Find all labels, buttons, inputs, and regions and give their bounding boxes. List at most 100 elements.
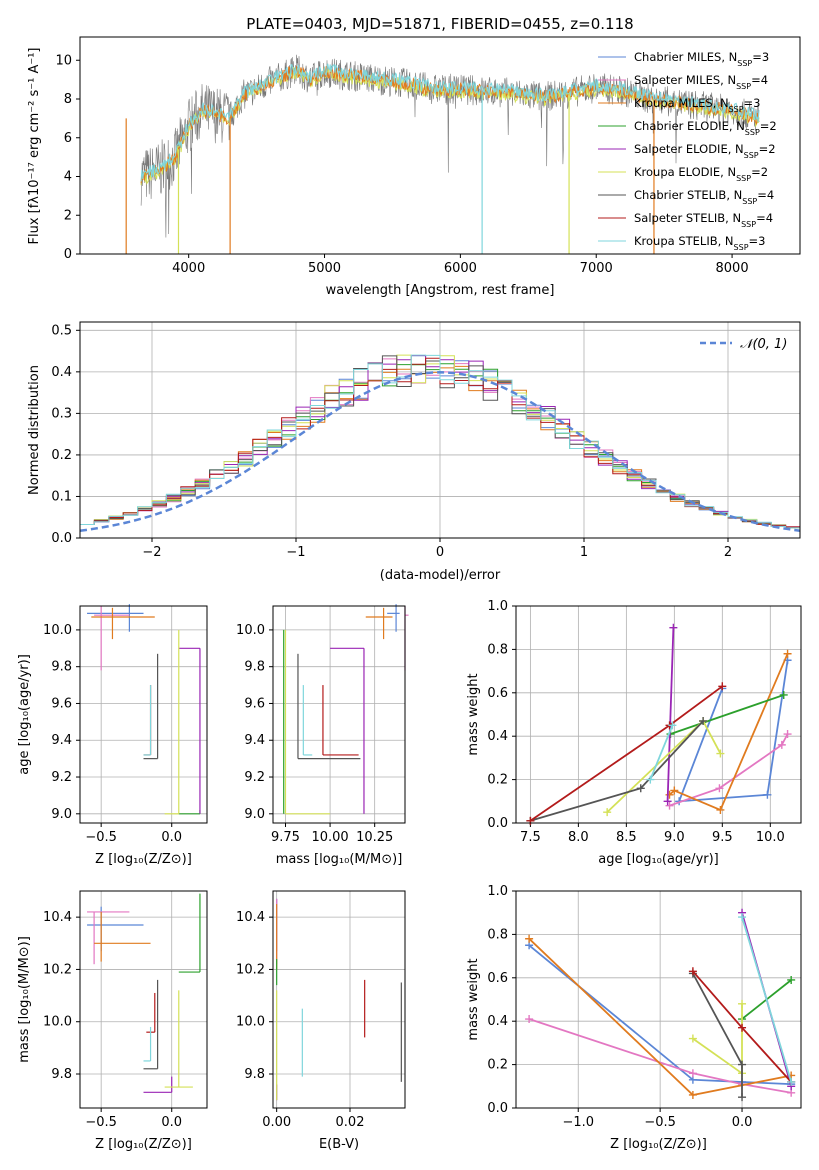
panel-ytick-label: 9.6	[244, 696, 265, 711]
panel-ytick-label: 10.0	[43, 1015, 72, 1030]
panel-ytick-label: 9.8	[51, 1067, 72, 1082]
panel-xtick-label: 0.0	[161, 830, 182, 845]
mass-age-panel: 9.75 10.00 10.25 9.0 9.2 9.4 9.6 9.8 10.0 mass [l…	[236, 604, 409, 867]
weight-marker	[787, 975, 796, 984]
panel-ytick-label: 0.2	[487, 773, 508, 788]
panel-xtick-label: −0.5	[644, 1115, 676, 1130]
weight-marker	[688, 1034, 697, 1043]
panel-xlabel: Z [log₁₀(Z/Z⊙)]	[610, 1137, 707, 1152]
weight-marker	[718, 682, 727, 691]
panel-frame	[79, 890, 208, 1109]
legend-label: Kroupa ELODIE, NSSP=2	[634, 165, 768, 183]
panel-xtick-label: −0.5	[85, 1115, 117, 1130]
panel-xtick-label: 0.0	[161, 1115, 182, 1130]
spectrum-xlabel: wavelength [Angstrom, rest frame]	[326, 283, 555, 298]
age-weight-panel: 7.5 8.0 8.5 9.0 9.5 10.0 0.0 0.2 0.4 0.6 0.8 1.0 age…	[466, 599, 802, 867]
weight-marker	[779, 690, 788, 699]
spectrum-xtick-label: 5000	[308, 261, 341, 276]
weight-marker	[738, 1093, 747, 1102]
weight-marker	[603, 808, 612, 817]
z-weight-panel: −1.0 −0.5 0.0 0.0 0.2 0.4 0.6 0.8 1.0 Z [log₁₀(Z/…	[466, 884, 802, 1152]
residual-ytick-label: 0.4	[51, 365, 72, 380]
z-age-panel: −0.5 0.0 9.0 9.2 9.4 9.6 9.8 10.0 Z [log₁₀(Z/Z⊙)…	[17, 604, 208, 867]
spectrum-xtick-label: 6000	[444, 261, 477, 276]
weight-marker	[646, 775, 655, 784]
panel-ylabel: mass weight	[466, 673, 481, 755]
panel-xlabel: Z [log₁₀(Z/Z⊙)]	[95, 1137, 192, 1152]
legend-label: Chabrier STELIB, NSSP=4	[634, 188, 774, 206]
panel-xtick-label: 9.5	[712, 830, 733, 845]
spectrum-title: PLATE=0403, MJD=51871, FIBERID=0455, z=0…	[246, 15, 633, 33]
legend-label: Chabrier MILES, NSSP=3	[634, 50, 769, 68]
weight-marker	[783, 649, 792, 658]
panel-ytick-label: 0.6	[487, 686, 508, 701]
weight-line	[528, 1018, 792, 1094]
normal-curve	[79, 371, 801, 532]
panel-ytick-label: 0.2	[487, 1058, 508, 1073]
weight-line	[741, 916, 793, 1083]
weight-marker	[665, 801, 674, 810]
weight-marker	[738, 913, 747, 922]
panel-ytick-label: 10.4	[236, 910, 265, 925]
legend-label: Salpeter MILES, NSSP=4	[634, 73, 768, 91]
model-spectrum	[140, 63, 760, 182]
panel-xtick-label: 0.02	[336, 1115, 365, 1130]
spectrum-ytick-label: 0	[64, 247, 72, 262]
residual-xtick-label: 0	[436, 545, 444, 560]
panel-xtick-label: 9.75	[271, 830, 300, 845]
weight-marker	[738, 1060, 747, 1069]
spectrum-legend: Chabrier MILES, NSSP=3 Salpeter MILES, NS…	[598, 50, 777, 252]
weight-marker	[663, 797, 672, 806]
panel-xtick-label: −1.0	[562, 1115, 594, 1130]
residual-xlabel: (data-model)/error	[380, 568, 501, 583]
weight-marker	[665, 790, 674, 799]
residual-ytick-label: 0.2	[51, 448, 72, 463]
panel-frame	[515, 605, 802, 824]
panel-ytick-label: 9.2	[244, 770, 265, 785]
residual-ytick-label: 0.5	[51, 323, 72, 338]
legend-label: Salpeter STELIB, NSSP=4	[634, 211, 773, 229]
weight-line	[677, 660, 789, 803]
panel-frame	[79, 605, 208, 824]
residual-ylabel: Normed distribution	[27, 365, 42, 495]
panel-ytick-label: 9.2	[51, 770, 72, 785]
normal-legend-label: 𝒩(0, 1)	[740, 337, 787, 352]
panel-xtick-label: −0.5	[85, 830, 117, 845]
weight-marker	[738, 1023, 747, 1032]
panel-xtick-label: 7.5	[520, 830, 541, 845]
weight-marker	[716, 749, 725, 758]
spectrum-panel: PLATE=0403, MJD=51871, FIBERID=0455, z=0…	[27, 15, 801, 298]
residual-xtick-label: 2	[724, 545, 732, 560]
residual-xtick-label: −2	[142, 545, 161, 560]
panel-ytick-label: 1.0	[487, 884, 508, 899]
weight-marker	[525, 934, 534, 943]
residual-ytick-label: 0.0	[51, 531, 72, 546]
residual-xtick-label: −1	[286, 545, 305, 560]
weight-marker	[668, 721, 677, 730]
residual-histogram	[80, 354, 800, 529]
panel-ytick-label: 10.4	[43, 910, 72, 925]
panel-xtick-label: 0.0	[732, 1115, 753, 1130]
panel-ytick-label: 10.0	[43, 623, 72, 638]
panel-ytick-label: 0.6	[487, 971, 508, 986]
panel-ytick-label: 10.2	[43, 962, 72, 977]
weight-marker	[688, 1090, 697, 1099]
weight-line	[668, 653, 789, 812]
residual-ytick-label: 0.1	[51, 489, 72, 504]
spectrum-ytick-label: 10	[55, 53, 72, 68]
weight-line	[670, 694, 784, 735]
panel-ytick-label: 0.4	[487, 1014, 508, 1029]
spectrum-xtick-label: 7000	[580, 261, 613, 276]
legend-label: Salpeter ELODIE, NSSP=2	[634, 142, 776, 160]
z-mass-panel: −0.5 0.0 9.8 10.0 10.2 10.4 Z [log₁₀(Z/Z⊙)] mas…	[17, 890, 208, 1152]
panel-xtick-label: 0.00	[262, 1115, 291, 1130]
panel-frame	[272, 605, 406, 824]
panel-ytick-label: 9.0	[244, 807, 265, 822]
weight-marker	[525, 1015, 534, 1024]
weight-marker	[777, 740, 786, 749]
panel-frame	[272, 890, 406, 1109]
weight-marker	[715, 784, 724, 793]
panel-ylabel: age [log₁₀(age/yr)]	[17, 654, 32, 775]
panel-xtick-label: 10.25	[356, 830, 393, 845]
weight-marker	[716, 805, 725, 814]
